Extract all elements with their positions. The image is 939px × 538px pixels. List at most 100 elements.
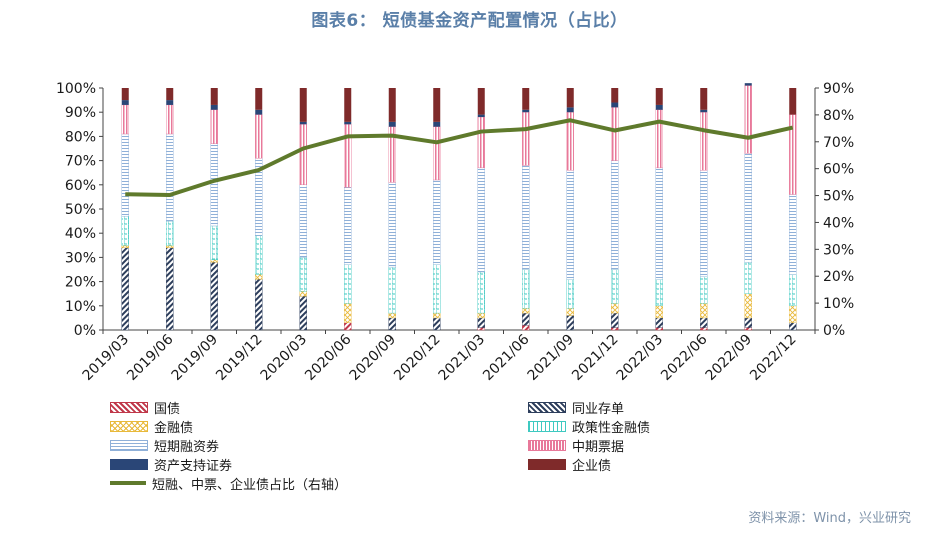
bar-segment [655, 109, 663, 169]
bar-segment [344, 124, 352, 188]
legend-label: 中期票据 [572, 439, 625, 455]
legend-label: 企业债 [572, 458, 612, 474]
bar-segment [433, 126, 441, 181]
bar-segment [744, 293, 752, 319]
y-right-tick-label: 70% [823, 135, 854, 151]
bar-segment [700, 88, 708, 110]
axes: 0% 10% 20% 30% 40% 50% 60% 70% 80% 90% 100% 0% 10% 20… [56, 81, 854, 384]
y-right-tick-label: 90% [823, 81, 854, 97]
x-tick-label: 2021/09 [525, 332, 577, 384]
bar-segment [299, 121, 307, 125]
x-tick-label: 2020/12 [391, 332, 443, 384]
bar-segment [121, 133, 129, 217]
x-tick-label: 2022/06 [658, 331, 711, 384]
legend-item: 政策性金融债 [528, 417, 650, 436]
legend-item: 企业债 [528, 455, 612, 474]
bar-segment [611, 312, 619, 328]
bar-segment [655, 317, 663, 328]
bar-segment [210, 88, 218, 105]
bar-segment [522, 109, 530, 113]
bar-segment [566, 278, 574, 309]
x-tick-label: 2019/12 [213, 332, 265, 384]
legend-label: 资产支持证券 [154, 458, 233, 474]
bar-segment [210, 143, 218, 227]
bar-segment [611, 327, 619, 331]
bar-segment [388, 121, 396, 127]
legend-item: 同业存单 [528, 398, 625, 417]
bar-segment [789, 305, 797, 323]
bar-segment [566, 170, 574, 280]
bar-segment [655, 167, 663, 280]
bar-segment [744, 327, 752, 331]
bar-segment [655, 327, 663, 331]
bar-segment [433, 264, 441, 314]
bar-segment [210, 104, 218, 110]
bar-segment [255, 114, 263, 159]
bar-segment [700, 276, 708, 304]
legend-item: 中期票据 [528, 436, 625, 455]
legend-item: 资产支持证券 [110, 455, 233, 474]
bar-segment [121, 216, 129, 246]
bar-segment [522, 88, 530, 110]
legend-label: 同业存单 [572, 401, 625, 417]
bar-segment [299, 295, 307, 331]
y-right-tick-label: 60% [823, 162, 854, 178]
bar-segment [255, 274, 263, 280]
legend-swatch [110, 439, 148, 451]
y-right-tick-label: 40% [823, 215, 854, 231]
x-tick-label: 2019/09 [169, 332, 221, 384]
legend-item-line: 短融、中票、企业债占比（右轴） [110, 474, 347, 493]
bar-segment [299, 257, 307, 292]
bar-segment [566, 315, 574, 331]
bar-segment [744, 317, 752, 328]
legend-item: 国债 [110, 398, 180, 417]
bar-segment [433, 88, 441, 122]
legend-swatch [110, 458, 148, 470]
bar-segment [121, 88, 129, 101]
chart-title: 图表6： 短债基金资产配置情况（占比） [311, 11, 628, 31]
bar-segment [611, 303, 619, 314]
legend-line-swatch [110, 481, 146, 485]
bar-segment [121, 104, 129, 135]
bar-segment [166, 100, 174, 105]
x-tick-label: 2020/03 [258, 332, 310, 384]
y-left-tick-label: 20% [65, 275, 96, 291]
bar-segment [121, 245, 129, 248]
bar-segment [700, 327, 708, 331]
bar-segment [210, 259, 218, 263]
bar-segment [611, 102, 619, 108]
bar-segment [522, 308, 530, 314]
bar-segment [433, 121, 441, 127]
x-tick-label: 2021/06 [480, 331, 533, 384]
bar-segment [299, 184, 307, 258]
bar-segment [700, 170, 708, 277]
bar-segment [611, 269, 619, 304]
x-tick-label: 2021/12 [569, 332, 621, 384]
y-left-tick-label: 50% [65, 202, 96, 218]
bar-segment [655, 305, 663, 319]
legend-swatch [528, 420, 566, 432]
legend-item: 短期融资券 [110, 436, 219, 455]
y-left-tick-label: 60% [65, 178, 96, 194]
bar-segment [789, 88, 797, 115]
ratio-line-path [125, 118, 794, 198]
bars [121, 83, 797, 331]
bar-segment [388, 88, 396, 122]
y-left-tick-label: 90% [65, 105, 96, 121]
bar-segment [700, 317, 708, 328]
y-left-tick-label: 100% [56, 81, 96, 97]
bar-segment [255, 109, 263, 115]
bar-segment [166, 104, 174, 135]
bar-segment [433, 179, 441, 265]
legend-swatch [528, 439, 566, 451]
bar-segment [611, 107, 619, 161]
bar-segment [744, 153, 752, 263]
bar-segment [700, 111, 708, 171]
x-tick-label: 2020/06 [302, 331, 355, 384]
bar-segment [522, 269, 530, 309]
legend-swatch [110, 420, 148, 432]
bar-segment [522, 324, 530, 331]
bar-segment [477, 114, 485, 118]
bar-segment [477, 167, 485, 273]
